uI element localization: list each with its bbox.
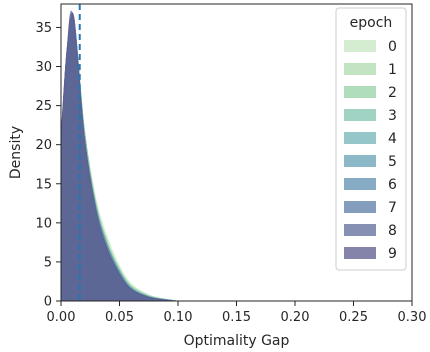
legend-swatch-epoch-0: [344, 40, 376, 52]
legend-label-epoch-7: 7: [388, 200, 397, 216]
legend-swatch-epoch-9: [344, 247, 376, 259]
y-tick-label: 35: [35, 21, 52, 36]
x-tick-label: 0.30: [398, 310, 427, 325]
x-tick-label: 0.00: [47, 310, 76, 325]
legend-swatch-epoch-2: [344, 86, 376, 98]
legend-label-epoch-6: 6: [388, 177, 397, 193]
legend-label-epoch-1: 1: [388, 62, 397, 78]
legend-label-epoch-5: 5: [388, 154, 397, 170]
y-tick-label: 25: [35, 99, 52, 114]
legend-swatch-epoch-6: [344, 178, 376, 190]
y-tick-label: 10: [35, 216, 52, 231]
x-axis-label: Optimality Gap: [184, 333, 290, 349]
x-tick-label: 0.15: [222, 310, 251, 325]
y-tick-label: 30: [35, 60, 52, 75]
y-axis-ticks: 0 5 10 15 20 25 30 35: [35, 21, 61, 310]
x-tick-label: 0.10: [164, 310, 193, 325]
legend-swatch-epoch-1: [344, 63, 376, 75]
legend-label-epoch-0: 0: [388, 39, 397, 55]
x-axis-ticks: 0.00 0.05 0.10 0.15 0.20 0.25 0.30: [47, 301, 427, 325]
y-tick-label: 0: [44, 295, 52, 310]
y-tick-label: 5: [44, 255, 52, 270]
y-tick-label: 15: [35, 177, 52, 192]
legend-swatch-epoch-3: [344, 109, 376, 121]
y-axis-label: Density: [8, 126, 24, 179]
legend-swatch-epoch-5: [344, 155, 376, 167]
density-area-epoch-9: [60, 11, 179, 302]
legend-swatch-epoch-4: [344, 132, 376, 144]
legend-swatch-epoch-8: [344, 224, 376, 236]
x-tick-label: 0.20: [281, 310, 310, 325]
legend-label-epoch-4: 4: [388, 131, 397, 147]
legend-label-epoch-3: 3: [388, 108, 397, 124]
density-areas: [60, 11, 179, 302]
legend: epoch 0 1 2 3 4 5 6 7 8 9: [335, 7, 407, 271]
y-tick-label: 20: [35, 138, 52, 153]
legend-title: epoch: [350, 15, 393, 31]
legend-items: 0 1 2 3 4 5 6 7 8 9: [344, 39, 397, 262]
legend-swatch-epoch-7: [344, 201, 376, 213]
legend-label-epoch-8: 8: [388, 223, 397, 239]
legend-label-epoch-9: 9: [388, 246, 397, 262]
legend-label-epoch-2: 2: [388, 85, 397, 101]
x-tick-label: 0.05: [105, 310, 134, 325]
x-tick-label: 0.25: [339, 310, 368, 325]
